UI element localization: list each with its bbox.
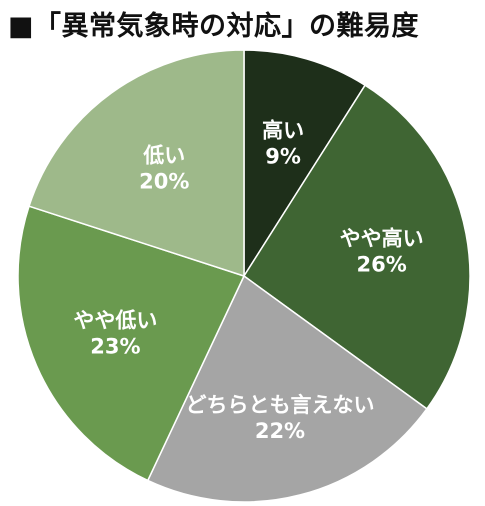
- slice-value-label: 23%: [90, 335, 140, 359]
- slice-category-label: どちらとも言えない: [185, 393, 374, 417]
- pie-slice: [17, 205, 246, 482]
- slice-value-label: 22%: [255, 419, 305, 443]
- pie-slice: [242, 84, 471, 410]
- slice-category-label: 低い: [142, 143, 185, 167]
- pie-slices: [17, 49, 471, 503]
- slice-category-label: やや低い: [73, 309, 157, 333]
- slice-category-label: やや高い: [340, 227, 424, 251]
- slice-value-label: 26%: [357, 253, 407, 277]
- chart-title: ■「異常気象時の対応」の難易度: [8, 11, 420, 42]
- slice-value-label: 20%: [139, 169, 189, 193]
- slice-value-label: 9%: [265, 144, 301, 168]
- slice-category-label: 高い: [262, 118, 304, 142]
- pie-slice: [243, 49, 367, 279]
- pie-slice: [28, 49, 245, 278]
